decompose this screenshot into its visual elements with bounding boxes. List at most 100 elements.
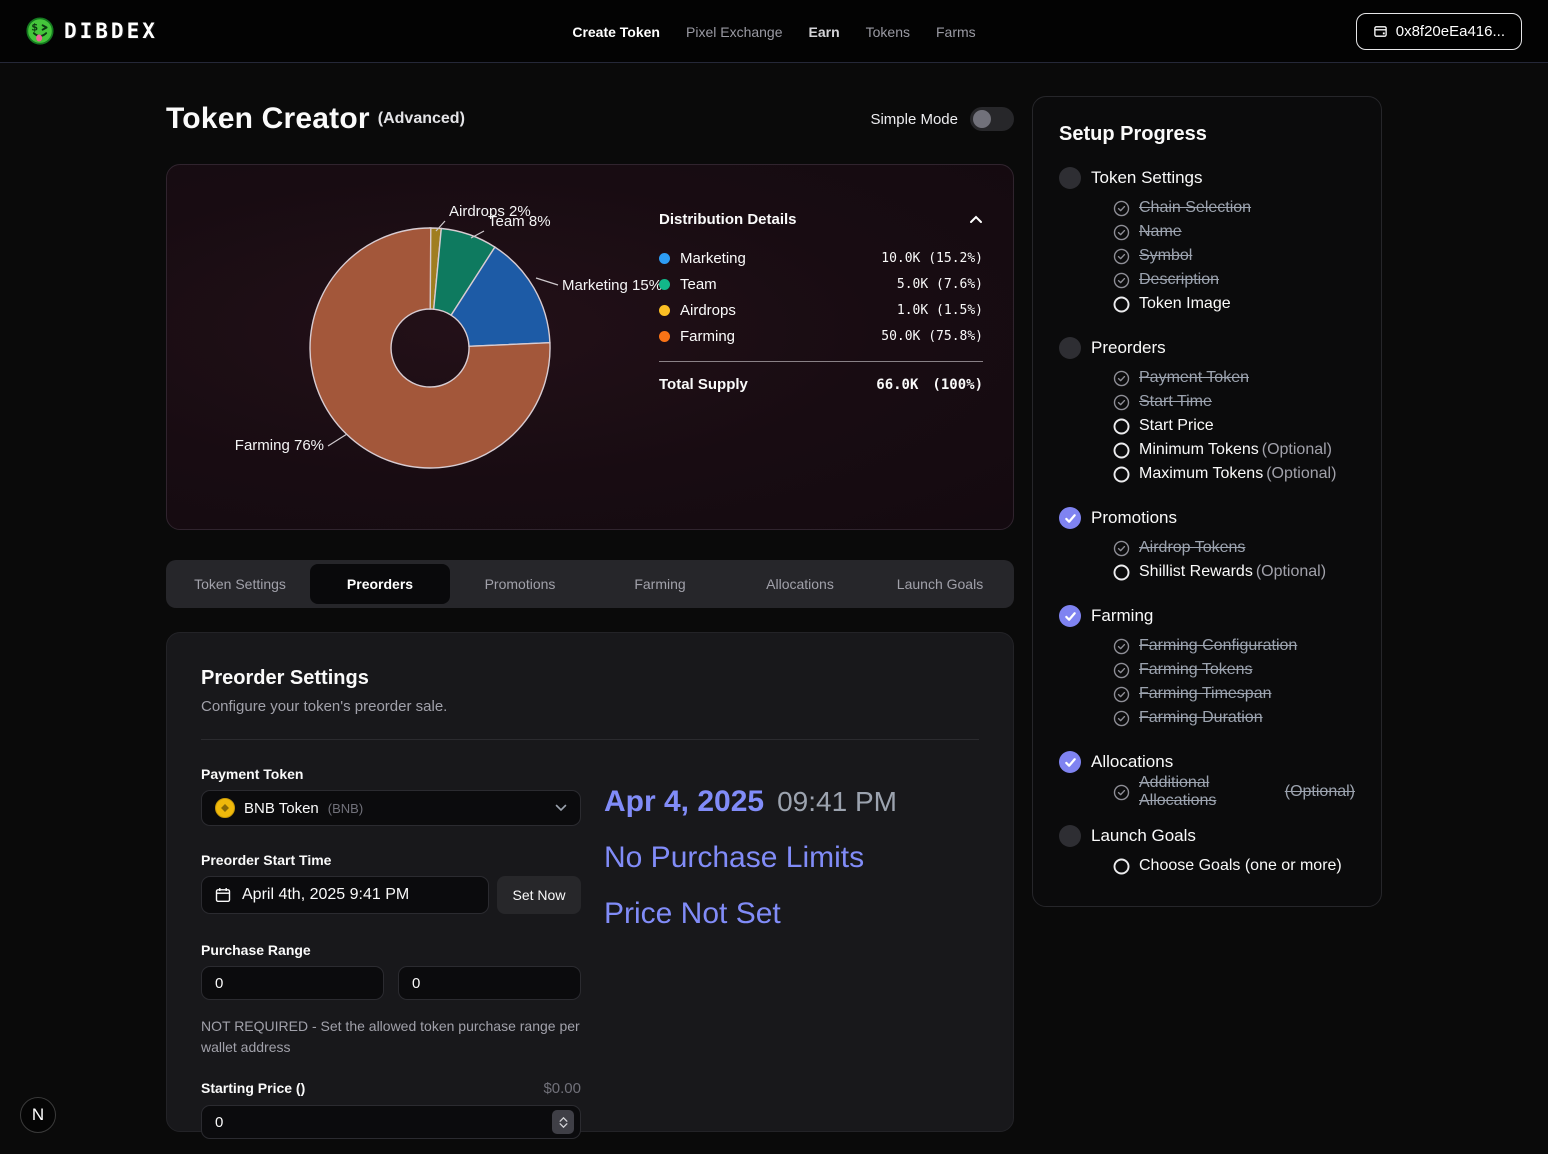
dibdex-logo-icon: $ bbox=[26, 17, 54, 45]
item-check-circle-icon bbox=[1113, 662, 1130, 679]
section-label: Launch Goals bbox=[1091, 826, 1196, 845]
progress-item-shillist-rewards: Shillist Rewards (Optional) bbox=[1113, 560, 1355, 584]
form-subtitle: Configure your token's preorder sale. bbox=[201, 698, 448, 715]
section-label: Preorders bbox=[1091, 338, 1166, 357]
summary-time: 09:41 PM bbox=[777, 786, 897, 817]
starting-price-input[interactable]: 0 bbox=[201, 1105, 581, 1139]
nextjs-dev-badge[interactable]: N bbox=[20, 1097, 56, 1133]
progress-section-preorders: Preorders Payment Token Start Time Start Pr… bbox=[1059, 337, 1355, 486]
preorder-summary: Apr 4, 2025 09:41 PM No Purchase Limits … bbox=[604, 785, 897, 931]
item-check-circle-icon bbox=[1113, 200, 1130, 217]
progress-item-farming-timespan: Farming Timespan bbox=[1113, 682, 1355, 706]
donut-callout-farming: Farming 76% bbox=[235, 437, 324, 454]
starting-price-display: $0.00 bbox=[543, 1080, 581, 1097]
legend-row-airdrops: Airdrops 1.0K (1.5%) bbox=[659, 302, 983, 319]
progress-item-token-image: Token Image bbox=[1113, 292, 1355, 316]
nav-link-tokens[interactable]: Tokens bbox=[865, 23, 910, 40]
svg-text:$: $ bbox=[31, 23, 38, 34]
bnb-coin-icon bbox=[215, 798, 235, 818]
item-empty-circle-icon bbox=[1113, 442, 1130, 459]
item-check-circle-icon bbox=[1113, 370, 1130, 387]
nav-link-farms[interactable]: Farms bbox=[936, 23, 976, 40]
set-now-button[interactable]: Set Now bbox=[497, 876, 581, 914]
legend-row-marketing: Marketing 10.0K (15.2%) bbox=[659, 250, 983, 267]
tab-allocations[interactable]: Allocations bbox=[766, 576, 834, 592]
item-empty-circle-icon bbox=[1113, 564, 1130, 581]
start-time-input[interactable]: April 4th, 2025 9:41 PM bbox=[201, 876, 489, 914]
setup-progress-card: Setup Progress Token Settings Chain Selec… bbox=[1032, 96, 1382, 907]
calendar-icon bbox=[215, 887, 231, 903]
donut-chart: Airdrops 2% Team 8% Marketing 15% Farmin… bbox=[235, 203, 662, 469]
brand[interactable]: $ DIBDEX bbox=[26, 17, 158, 45]
tab-launch-goals[interactable]: Launch Goals bbox=[896, 576, 984, 592]
wallet-address-button[interactable]: 0x8f20eEa416... bbox=[1355, 12, 1522, 50]
item-check-circle-icon bbox=[1113, 710, 1130, 727]
progress-section-token-settings: Token Settings Chain Selection Name Symbol D… bbox=[1059, 167, 1355, 316]
tab-farming[interactable]: Farming bbox=[634, 576, 686, 592]
item-empty-circle-icon bbox=[1113, 296, 1130, 313]
progress-item-description: Description bbox=[1113, 268, 1355, 292]
brand-wordmark: DIBDEX bbox=[64, 19, 158, 43]
start-time-value: April 4th, 2025 9:41 PM bbox=[242, 886, 410, 903]
purchase-max-input[interactable]: 0 bbox=[398, 966, 581, 1000]
item-check-circle-icon bbox=[1113, 784, 1130, 801]
purchase-min-input[interactable]: 0 bbox=[201, 966, 384, 1000]
donut-slice-marketing bbox=[450, 246, 551, 348]
progress-item-farming-duration: Farming Duration bbox=[1113, 706, 1355, 730]
progress-item-farming-configuration: Farming Configuration bbox=[1113, 634, 1355, 658]
item-check-circle-icon bbox=[1113, 224, 1130, 241]
distribution-details-panel: Distribution Details Marketing 10.0K (15… bbox=[659, 211, 983, 393]
section-incomplete-dot-icon bbox=[1059, 337, 1081, 359]
nav-link-earn[interactable]: Earn bbox=[808, 23, 840, 40]
payment-token-value: BNB Token bbox=[244, 799, 319, 817]
setup-progress-title: Setup Progress bbox=[1059, 123, 1207, 145]
summary-date: Apr 4, 2025 bbox=[604, 785, 765, 818]
item-check-circle-icon bbox=[1113, 638, 1130, 655]
simple-mode-label: Simple Mode bbox=[870, 110, 958, 128]
collapse-chevron-up-icon[interactable] bbox=[969, 215, 983, 224]
chevron-down-icon bbox=[555, 804, 567, 812]
starting-price-label: Starting Price () bbox=[201, 1080, 306, 1096]
progress-item-additional-allocations: Additional Allocations (Optional) bbox=[1113, 774, 1355, 809]
form-divider bbox=[201, 739, 979, 740]
progress-item-chain-selection: Chain Selection bbox=[1113, 196, 1355, 220]
start-time-label: Preorder Start Time bbox=[201, 852, 332, 868]
legend-row-team: Team 5.0K (7.6%) bbox=[659, 276, 983, 293]
nav-link-create-token[interactable]: Create Token bbox=[572, 23, 660, 40]
legend-dot-icon bbox=[659, 331, 670, 342]
section-label: Token Settings bbox=[1091, 168, 1203, 187]
payment-token-select[interactable]: BNB Token (BNB) bbox=[201, 790, 581, 826]
item-check-circle-icon bbox=[1113, 686, 1130, 703]
number-stepper[interactable] bbox=[552, 1110, 574, 1134]
total-supply-label: Total Supply bbox=[659, 376, 748, 393]
tab-promotions[interactable]: Promotions bbox=[484, 576, 556, 592]
legend-divider bbox=[659, 361, 983, 362]
section-label: Promotions bbox=[1091, 508, 1177, 527]
progress-item-start-price: Start Price bbox=[1113, 414, 1355, 438]
wallet-icon bbox=[1373, 24, 1388, 39]
progress-section-promotions: Promotions Airdrop Tokens Shillist Rewards… bbox=[1059, 507, 1355, 584]
nav-links: Create Token Pixel Exchange Earn Tokens Farm… bbox=[572, 0, 975, 63]
legend-rows: Marketing 10.0K (15.2%) Team 5.0K (7.6%)… bbox=[659, 250, 983, 345]
donut-callout-marketing: Marketing 15% bbox=[562, 277, 662, 294]
item-empty-circle-icon bbox=[1113, 418, 1130, 435]
form-title: Preorder Settings bbox=[201, 667, 369, 689]
wallet-address: 0x8f20eEa416... bbox=[1395, 22, 1505, 40]
progress-item-airdrop-tokens: Airdrop Tokens bbox=[1113, 536, 1355, 560]
progress-item-choose-goals-one-or-more: Choose Goals (one or more) bbox=[1113, 854, 1355, 878]
toggle-knob bbox=[973, 110, 991, 128]
progress-item-name: Name bbox=[1113, 220, 1355, 244]
tab-preorders[interactable]: Preorders bbox=[310, 564, 450, 604]
summary-purchase-limits: No Purchase Limits bbox=[604, 841, 865, 874]
section-incomplete-dot-icon bbox=[1059, 825, 1081, 847]
legend-dot-icon bbox=[659, 305, 670, 316]
tab-token-settings[interactable]: Token Settings bbox=[194, 576, 286, 592]
summary-price-status: Price Not Set bbox=[604, 897, 781, 930]
item-empty-circle-icon bbox=[1113, 858, 1130, 875]
top-nav: $ DIBDEX Create Token Pixel Exchange Earn T… bbox=[0, 0, 1548, 63]
item-check-circle-icon bbox=[1113, 248, 1130, 265]
nav-link-pixel-exchange[interactable]: Pixel Exchange bbox=[686, 23, 783, 40]
donut-callout-team: Team 8% bbox=[488, 213, 551, 230]
simple-mode-toggle[interactable] bbox=[970, 107, 1014, 131]
progress-item-payment-token: Payment Token bbox=[1113, 366, 1355, 390]
